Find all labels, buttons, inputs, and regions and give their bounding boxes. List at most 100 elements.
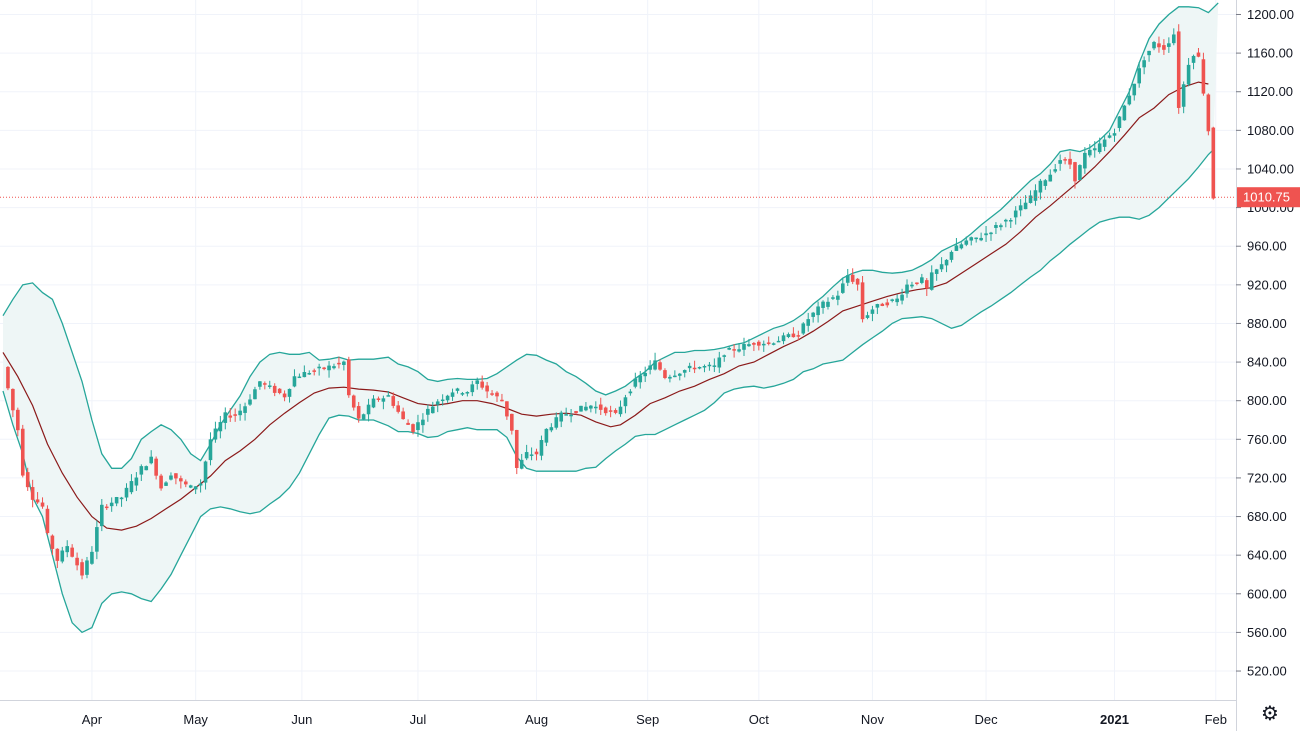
candle-body [356,406,361,419]
candle-body [771,343,776,345]
candle-body [16,409,20,431]
x-tick-label: Sep [636,712,659,727]
candle-body [440,399,445,402]
candle-body [337,362,341,365]
candle-body [776,340,781,343]
candle-body [332,366,336,369]
candle-body [880,303,885,307]
candle-body [994,225,998,228]
candle-body [845,275,850,283]
candle-body [411,424,415,432]
gear-icon[interactable]: ⚙ [1261,703,1279,725]
candle-body [594,406,598,409]
candle-body [144,466,149,471]
candle-body [322,367,326,370]
candle-body [1107,135,1112,138]
candle-body [766,342,771,344]
candle-body [841,283,845,293]
candle-body [589,405,593,409]
price-tag [1237,187,1300,208]
candle-body [954,245,959,251]
candle-body [228,415,233,418]
candle-body [1132,83,1137,96]
candle-body [697,366,702,369]
y-tick-label: 800.00 [1247,393,1287,408]
candle-body [1117,116,1122,128]
candle-body [801,323,806,334]
candle-body [1033,190,1038,201]
candle-body [465,392,470,394]
y-tick-label: 560.00 [1247,625,1287,640]
candle-body [816,306,820,316]
candle-body [742,343,746,350]
candle-body [811,312,815,317]
candle-body [529,454,534,456]
candle-body [307,373,312,375]
candle-body [1142,60,1146,68]
candle-body [949,251,954,260]
candle-body [134,477,139,486]
candle-body [470,384,475,393]
candle-body [396,405,400,412]
candle-body [682,370,687,373]
candle-body [915,282,919,285]
candle-body [934,269,939,274]
candle-body [1028,195,1033,203]
candle-body [747,344,751,347]
candle-body [154,458,158,476]
candle-body [485,385,489,392]
candle-body [218,422,223,432]
price-tag-label: 1010.75 [1243,190,1290,205]
candle-body [1083,152,1087,169]
candle-body [455,388,460,391]
y-tick-label: 880.00 [1247,316,1287,331]
candle-body [757,341,761,346]
candle-body [85,560,89,575]
candle-body [371,398,376,408]
candle-body [1201,59,1206,94]
x-tick-label: May [183,712,208,727]
candle-body [35,499,40,503]
candle-body [327,365,331,371]
y-tick-label: 720.00 [1247,470,1287,485]
candle-body [598,404,603,410]
candle-body [559,412,564,422]
candle-body [193,486,198,490]
candle-body [702,365,707,368]
candle-body [648,365,652,370]
candle-body [139,466,144,475]
band-fill [3,2,1219,633]
candle-body [282,393,287,398]
candle-body [1038,180,1043,193]
candle-body [287,388,292,397]
candle-body [608,410,613,412]
candle-body [1147,50,1151,56]
candle-body [519,459,524,469]
candle-body [510,413,514,431]
candle-body [786,334,791,338]
x-axis[interactable]: Apr May Jun Jul Aug Sep Oct Nov Dec 2021 Feb [0,700,1236,728]
candle-body [939,264,944,270]
grid [0,0,1236,700]
candle-body [100,504,104,527]
candle-body [490,393,494,395]
candle-body [959,244,964,249]
candle-body [1004,219,1008,222]
candle-body [668,376,672,379]
candle-body [564,414,568,416]
candle-body [974,237,978,240]
candle-body [534,451,539,455]
candle-body [944,259,949,266]
candle-body [752,343,756,345]
candle-body [806,319,811,326]
candle-body [450,392,455,397]
candle-body [1013,210,1018,218]
y-axis[interactable]: 520.00 560.00 600.00 640.00 680.00 720.00 760.… [1236,0,1300,731]
x-tick-label: Nov [861,712,885,727]
candle-body [406,422,410,425]
candle-body [875,304,880,308]
candle-body [45,508,50,534]
candle-body [416,422,420,431]
y-tick-label: 1200.00 [1247,7,1294,22]
